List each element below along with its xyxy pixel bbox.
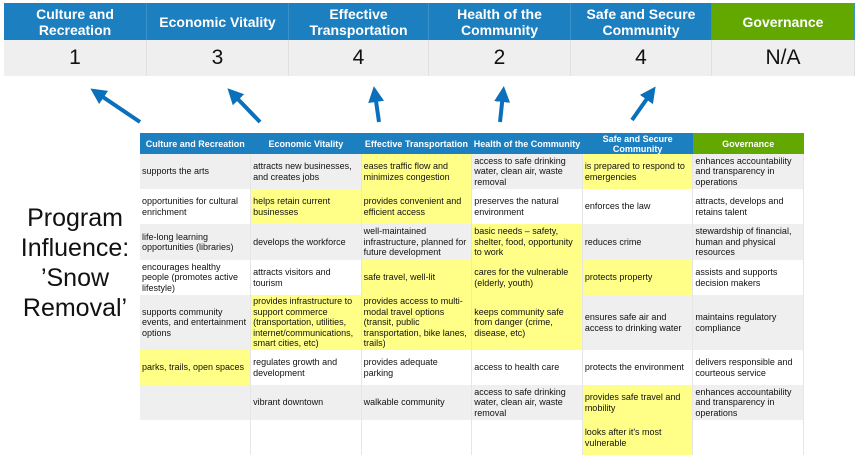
highlighted-cell: provides safe travel and mobility <box>582 385 694 420</box>
table-cell: attracts visitors and tourism <box>250 260 362 295</box>
table-cell: attracts new businesses, and creates job… <box>250 154 362 189</box>
arrow-icon <box>630 86 656 122</box>
arrow-icon <box>494 86 511 123</box>
table-cell: assists and supports decision makers <box>692 260 804 295</box>
table-cell <box>692 420 804 455</box>
table-cell: enforces the law <box>582 189 694 224</box>
arrow-icon <box>227 88 262 124</box>
table-cell: vibrant downtown <box>250 385 362 420</box>
summary-score: 2 <box>429 40 571 76</box>
summary-score: 4 <box>571 40 712 76</box>
highlighted-cell: eases traffic flow and minimizes congest… <box>361 154 473 189</box>
table-cell: walkable community <box>361 385 473 420</box>
table-header: Economic Vitality <box>250 133 362 154</box>
highlighted-cell: provides access to multi-modal travel op… <box>361 295 473 350</box>
table-cell <box>140 385 252 420</box>
table-cell: well-maintained infrastructure, planned … <box>361 224 473 260</box>
table-cell: maintains regulatory compliance <box>692 295 804 350</box>
highlighted-cell: cares for the vulnerable (elderly, youth… <box>471 260 583 295</box>
table-header: Culture and Recreation <box>140 133 251 154</box>
table-cell: regulates growth and development <box>250 350 362 385</box>
table-row: looks after it's most vulnerable <box>140 420 804 455</box>
table-row: life-long learning opportunities (librar… <box>140 224 804 260</box>
arrow-icon <box>90 88 142 124</box>
summary-score: 4 <box>289 40 429 76</box>
table-row: supports community events, and entertain… <box>140 295 804 350</box>
highlighted-cell: is prepared to respond to emergencies <box>582 154 694 189</box>
table-header: Safe and Secure Community <box>582 133 693 154</box>
program-influence-label: Program Influence: ’Snow Removal’ <box>20 204 130 322</box>
summary-scores: Culture and Recreation Economic Vitality E… <box>4 3 855 76</box>
table-header: Effective Transportation <box>361 133 472 154</box>
table-cell: supports the arts <box>140 154 252 189</box>
table-cell: access to safe drinking water, clean air… <box>471 385 583 420</box>
table-cell <box>140 420 252 455</box>
summary-header-health-of-the-community: Health of the Community <box>429 3 571 40</box>
table-cell <box>250 420 362 455</box>
influence-table: Culture and Recreation Economic Vitality E… <box>140 133 804 455</box>
table-cell: develops the workforce <box>250 224 362 260</box>
table-cell: delivers responsible and courteous servi… <box>692 350 804 385</box>
table-cell: enhances accountability and transparency… <box>692 385 804 420</box>
highlighted-cell: looks after it's most vulnerable <box>582 420 694 455</box>
summary-header-economic-vitality: Economic Vitality <box>147 3 289 40</box>
table-cell <box>471 420 583 455</box>
table-cell: stewardship of financial, human and phys… <box>692 224 804 260</box>
table-row: vibrant downtown walkable community access… <box>140 385 804 420</box>
table-cell: attracts, develops and retains talent <box>692 189 804 224</box>
table-cell: enhances accountability and transparency… <box>692 154 804 189</box>
table-cell: access to safe drinking water, clean air… <box>471 154 583 189</box>
highlighted-cell: basic needs – safety, shelter, food, opp… <box>471 224 583 260</box>
table-row: opportunities for cultural enrichment hel… <box>140 189 804 224</box>
table-row: supports the arts attracts new businesses… <box>140 154 804 189</box>
table-header: Health of the Community <box>471 133 583 154</box>
summary-score: 1 <box>4 40 147 76</box>
highlighted-cell: safe travel, well-lit <box>361 260 473 295</box>
highlighted-cell: keeps community safe from danger (crime,… <box>471 295 583 350</box>
summary-header-effective-transportation: Effective Transportation <box>289 3 429 40</box>
table-row: parks, trails, open spaces regulates grow… <box>140 350 804 385</box>
table-cell: reduces crime <box>582 224 694 260</box>
highlighted-cell: protects property <box>582 260 694 295</box>
table-cell: protects the environment <box>582 350 694 385</box>
highlighted-cell: provides infrastructure to support comme… <box>250 295 362 350</box>
table-cell: life-long learning opportunities (librar… <box>140 224 252 260</box>
summary-header-governance: Governance <box>712 3 855 40</box>
arrow-icon <box>368 86 385 123</box>
highlighted-cell: helps retain current businesses <box>250 189 362 224</box>
table-cell: supports community events, and entertain… <box>140 295 252 350</box>
table-cell: opportunities for cultural enrichment <box>140 189 252 224</box>
table-cell: ensures safe air and access to drinking … <box>582 295 694 350</box>
summary-header-culture-and-recreation: Culture and Recreation <box>4 3 147 40</box>
summary-score: N/A <box>712 40 855 76</box>
table-cell: encourages healthy people (promotes acti… <box>140 260 252 295</box>
highlighted-cell: parks, trails, open spaces <box>140 350 252 385</box>
table-cell: access to health care <box>471 350 583 385</box>
summary-score: 3 <box>147 40 289 76</box>
highlighted-cell: provides convenient and efficient access <box>361 189 473 224</box>
table-cell <box>361 420 473 455</box>
table-row: encourages healthy people (promotes acti… <box>140 260 804 295</box>
summary-header-safe-and-secure-community: Safe and Secure Community <box>571 3 712 40</box>
table-cell: provides adequate parking <box>361 350 473 385</box>
table-header: Governance <box>692 133 804 154</box>
table-cell: preserves the natural environment <box>471 189 583 224</box>
